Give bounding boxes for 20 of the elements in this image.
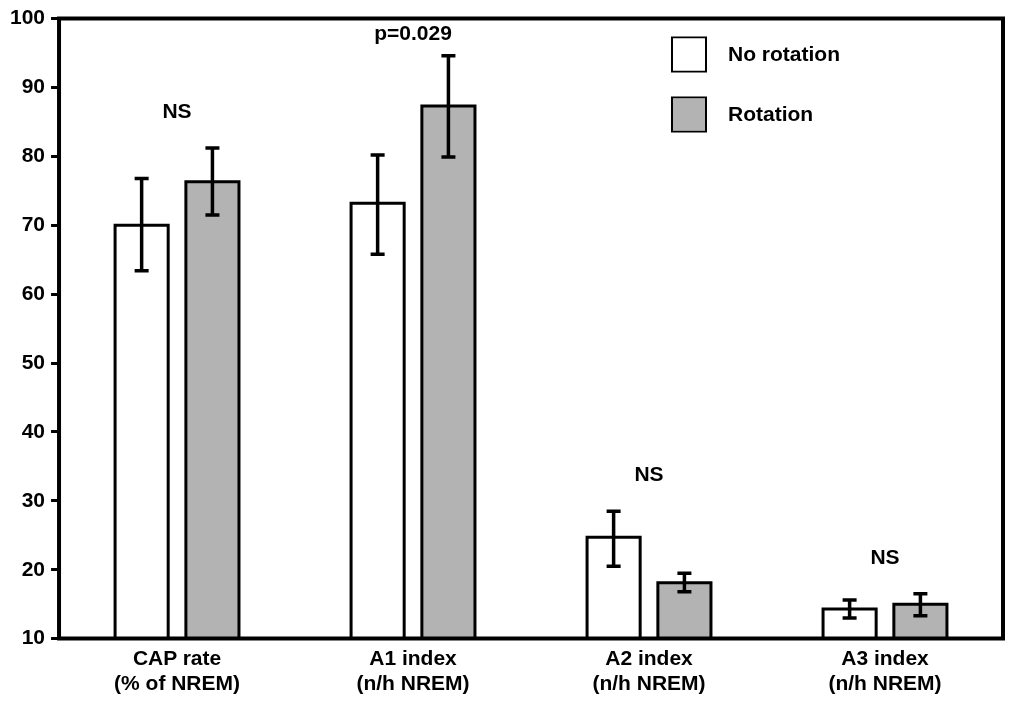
y-tick-label: 80 [21, 143, 46, 167]
y-tick-label: 40 [21, 418, 46, 442]
x-tick-label: A2 index (n/h NREM) [592, 646, 706, 695]
legend-label: No rotation [728, 42, 840, 66]
legend-label: Rotation [728, 102, 814, 126]
y-tick-label: 30 [21, 487, 46, 511]
y-tick-label: 20 [21, 556, 46, 580]
y-tick-label: 100 [9, 5, 46, 29]
annotation: NS [870, 544, 900, 568]
annotation: NS [634, 461, 664, 485]
x-tick-label: A3 index (n/h NREM) [828, 646, 942, 695]
y-tick-label: 60 [21, 280, 46, 304]
x-tick-label: CAP rate (% of NREM) [114, 646, 241, 695]
y-tick-label: 70 [21, 212, 46, 236]
annotation: p=0.029 [374, 21, 452, 45]
y-tick-label: 50 [21, 349, 46, 373]
annotation: NS [162, 98, 192, 122]
y-tick-label: 10 [21, 625, 46, 649]
x-tick-label: A1 index (n/h NREM) [356, 646, 470, 695]
y-tick-label: 90 [21, 74, 46, 98]
